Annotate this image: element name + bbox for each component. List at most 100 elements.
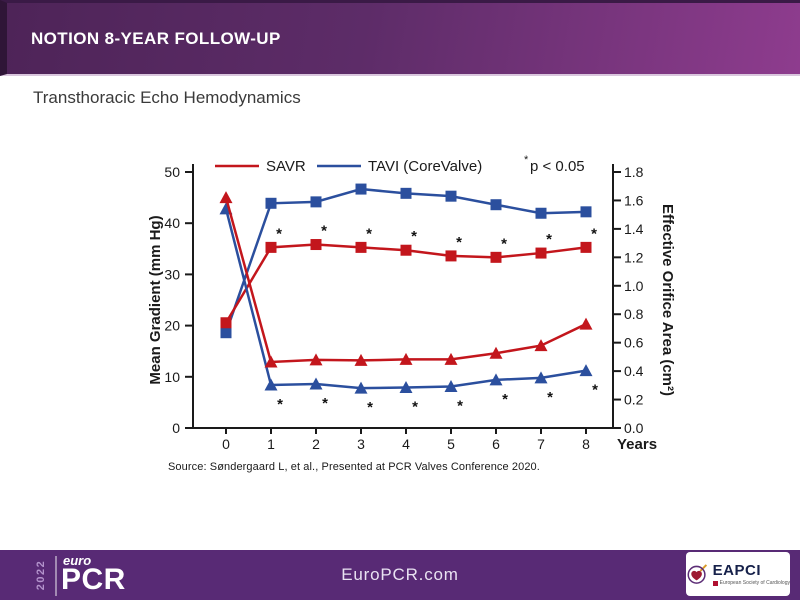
svg-text:1.2: 1.2	[624, 249, 644, 265]
europcr-logo-euro: euro	[63, 553, 92, 568]
europcr-logo-pcr: PCR	[61, 563, 126, 596]
data-point	[309, 353, 323, 366]
svg-text:6: 6	[492, 436, 500, 452]
esc-square-icon	[712, 580, 718, 586]
data-point	[580, 241, 592, 253]
data-point	[310, 196, 322, 208]
svg-text:3: 3	[357, 436, 365, 452]
data-point	[354, 353, 368, 366]
svg-text:8: 8	[582, 436, 590, 452]
data-point	[534, 371, 548, 384]
legend-label-savr: SAVR	[266, 158, 306, 175]
svg-text:*: *	[322, 395, 328, 412]
data-point	[265, 241, 277, 253]
data-point	[534, 339, 548, 352]
series-savr-eoa	[220, 239, 592, 329]
svg-text:*: *	[367, 399, 373, 416]
svg-text:7: 7	[537, 436, 545, 452]
svg-text:*: *	[502, 391, 508, 408]
svg-text:1.8: 1.8	[624, 164, 644, 180]
svg-text:*: *	[546, 231, 552, 248]
eapci-name: EAPCI	[712, 561, 762, 579]
svg-text:1.6: 1.6	[624, 192, 644, 208]
svg-text:30: 30	[164, 266, 180, 282]
significance-marks-tavi-mean-gradient: * * * * * * * *	[277, 382, 598, 416]
series-tavi-eoa	[220, 183, 592, 339]
data-point	[264, 355, 278, 368]
data-point	[220, 327, 232, 339]
data-point	[399, 352, 413, 365]
data-point	[400, 187, 412, 199]
svg-text:1.0: 1.0	[624, 278, 644, 294]
svg-text:*: *	[456, 234, 462, 251]
data-point	[535, 247, 547, 259]
website-text: EuroPCR.com	[341, 565, 459, 584]
eapci-tagline: European Society of Cardiology	[719, 579, 790, 586]
data-point	[400, 244, 412, 256]
chart-axes	[185, 164, 621, 434]
svg-text:20: 20	[164, 318, 180, 334]
data-point	[444, 352, 458, 365]
data-point	[354, 381, 368, 394]
legend-label-tavi: TAVI (CoreValve)	[368, 158, 482, 175]
data-point	[444, 380, 458, 393]
svg-text:1.4: 1.4	[624, 221, 644, 237]
pvalue-asterisk: *	[524, 154, 529, 166]
svg-text:0.2: 0.2	[624, 392, 644, 408]
svg-text:40: 40	[164, 215, 180, 231]
europcr-logo: 2022 euro PCR	[34, 553, 174, 599]
svg-text:*: *	[411, 228, 417, 245]
data-point	[219, 191, 233, 204]
data-point	[489, 346, 503, 359]
svg-text:*: *	[591, 225, 597, 242]
eapci-heart-icon	[687, 564, 708, 584]
data-point	[399, 381, 413, 394]
data-point	[265, 197, 277, 209]
significance-marks-savr-eoa: * * * * * * * *	[276, 223, 597, 253]
svg-text:50: 50	[164, 164, 180, 180]
eapci-text-block: EAPCI European Society of Cardiology	[712, 561, 790, 586]
data-point	[355, 183, 367, 195]
europcr-logo-divider	[55, 556, 57, 596]
svg-text:10: 10	[164, 369, 180, 385]
svg-text:*: *	[457, 398, 463, 415]
svg-text:*: *	[276, 225, 282, 242]
svg-text:*: *	[366, 225, 372, 242]
data-point	[220, 317, 232, 329]
data-point	[490, 199, 502, 211]
svg-text:5: 5	[447, 436, 455, 452]
data-point	[355, 241, 367, 253]
data-point	[445, 190, 457, 202]
svg-text:0.8: 0.8	[624, 306, 644, 322]
svg-text:*: *	[321, 223, 327, 240]
svg-text:*: *	[412, 399, 418, 416]
svg-text:0: 0	[222, 436, 230, 452]
slide-footer: 2022 euro PCR EuroPCR.com EAPCI European…	[0, 550, 800, 600]
svg-text:0.0: 0.0	[624, 420, 644, 436]
right-axis-title: Effective Orifice Area (cm²)	[659, 204, 676, 396]
eapci-subline: European Society of Cardiology	[712, 579, 790, 586]
chart-subtitle: Transthoracic Echo Hemodynamics	[33, 88, 301, 107]
x-axis-title: Years	[617, 436, 657, 453]
data-point	[579, 364, 593, 377]
data-point	[579, 317, 593, 330]
source-citation: Source: Søndergaard L, et al., Presented…	[168, 461, 540, 473]
chart-legend: SAVR TAVI (CoreValve) * p < 0.05	[215, 154, 585, 175]
data-point	[264, 378, 278, 391]
svg-text:0.4: 0.4	[624, 363, 644, 379]
svg-text:2: 2	[312, 436, 320, 452]
data-point	[580, 206, 592, 218]
left-axis-title: Mean Gradient (mm Hg)	[147, 215, 164, 384]
data-point	[445, 250, 457, 262]
svg-text:1: 1	[267, 436, 275, 452]
svg-text:*: *	[592, 382, 598, 399]
svg-text:*: *	[501, 235, 507, 252]
svg-text:*: *	[277, 396, 283, 413]
data-point	[310, 239, 322, 251]
data-point	[309, 377, 323, 390]
svg-text:4: 4	[402, 436, 410, 452]
chart-tick-labels: 010203040500.00.20.40.60.81.01.21.41.61.…	[164, 164, 657, 453]
data-point	[489, 373, 503, 386]
